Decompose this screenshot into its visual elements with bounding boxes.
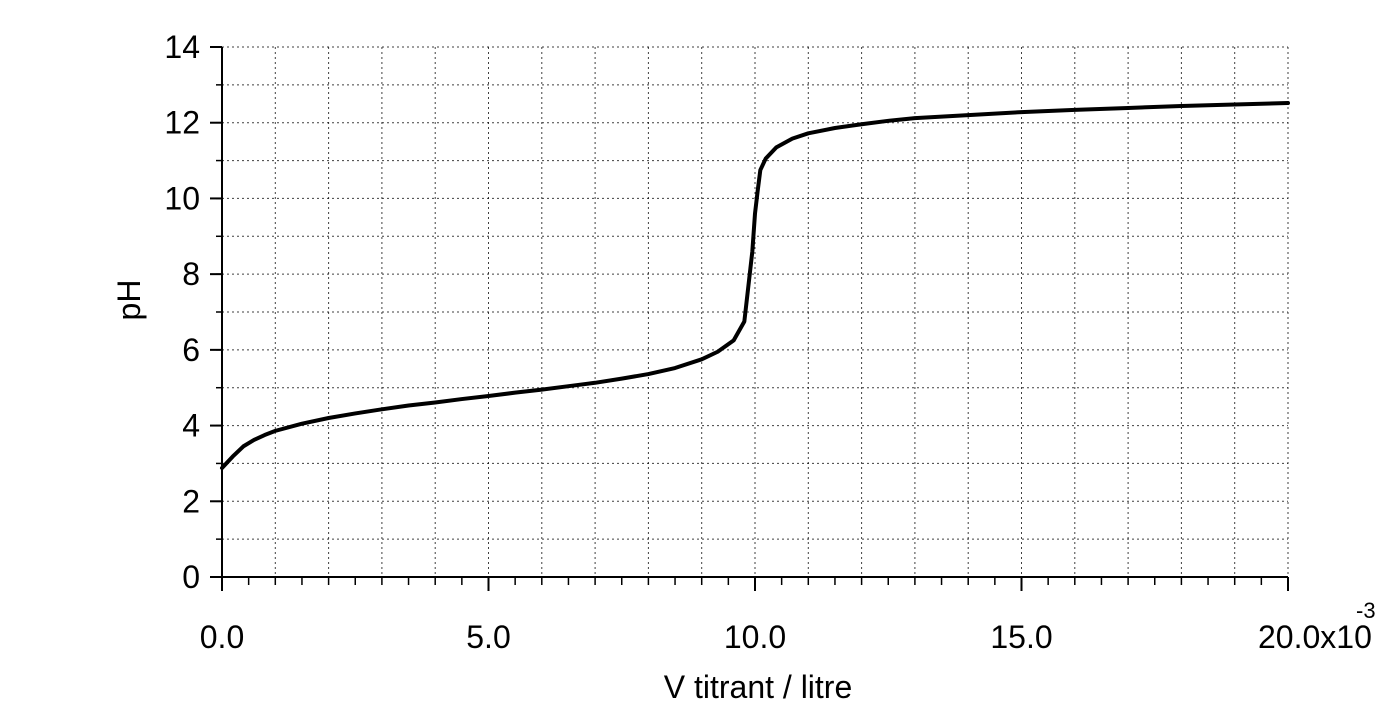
- x-tick-label: 10.0: [724, 619, 786, 655]
- major-ticks: [210, 46, 1289, 591]
- x-tick-labels: 0.0 5.0 10.0 15.0 20.0x10: [200, 619, 1372, 655]
- titration-curve: [220, 101, 1290, 470]
- x-exponent-label: -3: [1356, 598, 1376, 623]
- y-tick-label: 14: [164, 29, 200, 65]
- x-tick-label: 0.0: [200, 619, 244, 655]
- y-tick-label: 4: [182, 408, 200, 444]
- series-layer: [220, 101, 1290, 470]
- y-tick-label: 0: [182, 559, 200, 595]
- x-tick-label: 5.0: [466, 619, 510, 655]
- y-tick-label: 10: [164, 180, 200, 216]
- y-tick-label: 8: [182, 256, 200, 292]
- grid: [221, 46, 1289, 578]
- y-tick-label: 2: [182, 483, 200, 519]
- y-tick-label: 6: [182, 332, 200, 368]
- minor-ticks: [216, 46, 1289, 585]
- y-tick-labels: 0 2 4 6 8 10 12 14: [164, 29, 200, 595]
- y-axis-title: pH: [111, 280, 147, 321]
- x-tick-label: 15.0: [990, 619, 1052, 655]
- x-axis-title: V titrant / litre: [664, 669, 853, 705]
- x-tick-label: 20.0x10: [1258, 619, 1372, 655]
- y-tick-label: 12: [164, 105, 200, 141]
